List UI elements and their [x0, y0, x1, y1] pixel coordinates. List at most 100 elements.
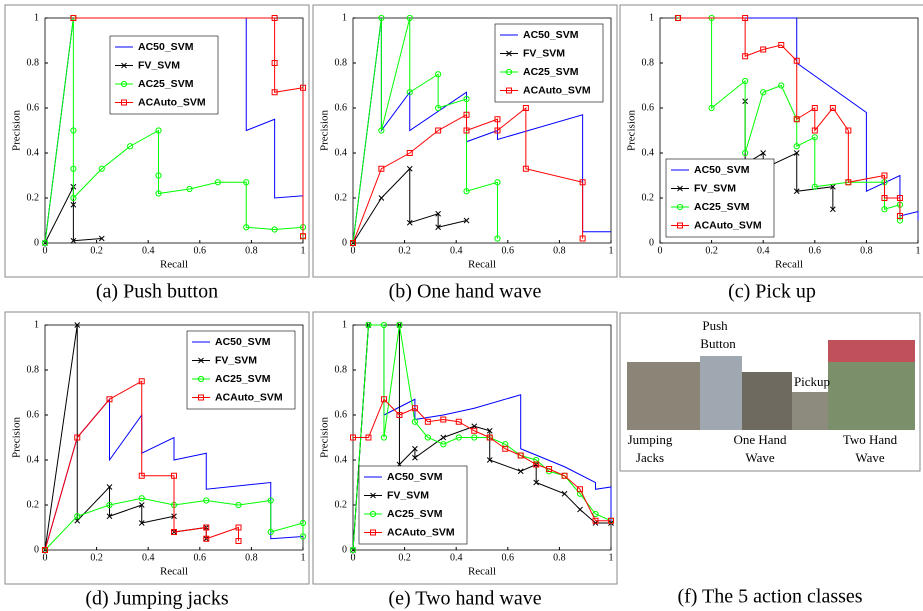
marker: [70, 201, 77, 208]
marker: [506, 50, 512, 57]
x-tick-label: 0.6: [194, 552, 207, 563]
marker: [396, 412, 403, 418]
y-tick-label: 0.4: [335, 454, 348, 465]
x-tick-label: 0.8: [553, 245, 566, 256]
x-tick-label: 1: [609, 245, 614, 256]
marker: [203, 535, 210, 542]
marker: [435, 210, 441, 217]
marker: [881, 206, 888, 213]
marker: [533, 461, 540, 468]
marker: [300, 84, 306, 91]
x-axis-label: Recall: [775, 259, 803, 271]
marker: [412, 445, 418, 452]
x-tick-label: 0.2: [705, 245, 718, 256]
marker: [471, 427, 478, 434]
x-axis-label: Recall: [468, 259, 496, 271]
x-tick-label: 0.8: [245, 245, 258, 256]
y-tick-label: 0.2: [27, 192, 40, 203]
marker: [406, 150, 413, 156]
marker: [378, 14, 385, 22]
y-tick-label: 0.8: [335, 364, 348, 375]
marker: [577, 486, 584, 493]
x-axis-label: Recall: [160, 566, 188, 578]
marker: [214, 179, 221, 186]
legend-label: FV_SVM: [138, 59, 180, 71]
marker: [370, 529, 376, 536]
marker: [106, 484, 113, 490]
caption: (e) Two hand wave: [388, 588, 541, 610]
caption: (d) Jumping jacks: [85, 588, 229, 610]
legend-box: [358, 465, 468, 545]
marker: [243, 224, 250, 231]
image-label: Push: [702, 318, 728, 333]
y-tick-label: 0.2: [27, 499, 40, 510]
marker: [138, 502, 145, 508]
legend-label: AC50_SVM: [523, 29, 579, 41]
image-label: Button: [700, 336, 736, 351]
y-tick-label: 0.6: [335, 409, 348, 420]
y-tick-label: 0.8: [335, 57, 348, 68]
marker: [676, 203, 684, 211]
x-tick-label: 0.4: [757, 245, 770, 256]
marker: [74, 517, 81, 524]
marker: [811, 134, 818, 141]
marker: [235, 538, 242, 544]
y-axis-label: Precision: [11, 417, 23, 458]
marker: [365, 434, 372, 441]
photo: [792, 392, 828, 430]
marker: [435, 224, 441, 231]
marker: [380, 434, 388, 441]
x-tick-label: 0: [43, 245, 48, 256]
marker: [121, 62, 127, 69]
y-tick-label: 0: [649, 237, 654, 248]
marker: [471, 434, 478, 441]
marker: [70, 194, 77, 202]
y-axis-label: Precision: [319, 110, 331, 151]
marker: [440, 416, 447, 423]
marker: [494, 127, 501, 134]
image-label: Pickup: [794, 374, 830, 389]
marker: [463, 188, 470, 195]
marker: [299, 533, 307, 540]
marker: [494, 116, 501, 123]
marker: [760, 89, 767, 96]
marker: [138, 520, 145, 526]
y-tick-label: 0.4: [335, 147, 348, 158]
y-tick-label: 0.8: [642, 57, 655, 68]
x-tick-label: 0: [43, 552, 48, 563]
panel-frame: [619, 312, 921, 472]
legend-label: AC25_SVM: [694, 201, 750, 213]
marker: [235, 501, 242, 509]
marker: [70, 165, 77, 172]
marker: [186, 185, 193, 193]
marker: [793, 150, 800, 156]
marker: [267, 497, 274, 504]
y-tick-label: 0.2: [335, 499, 348, 510]
y-axis-label: Precision: [319, 417, 331, 458]
caption: (a) Push button: [96, 281, 218, 303]
marker: [486, 457, 493, 463]
marker: [455, 418, 462, 425]
marker: [502, 441, 509, 448]
legend-label: AC50_SVM: [215, 336, 271, 348]
marker: [592, 510, 599, 518]
marker: [517, 452, 524, 459]
marker: [793, 57, 800, 64]
legend-label: FV_SVM: [215, 354, 257, 366]
marker: [350, 240, 356, 246]
marker: [829, 105, 836, 111]
marker: [378, 195, 385, 201]
y-tick-label: 0: [34, 544, 39, 555]
legend-box: [109, 35, 219, 115]
marker: [106, 513, 113, 520]
marker: [881, 195, 888, 201]
legend-label: AC50_SVM: [694, 164, 750, 176]
marker: [203, 524, 210, 531]
marker: [74, 434, 81, 441]
marker: [455, 434, 462, 441]
x-tick-label: 0.6: [194, 245, 207, 256]
y-tick-label: 0: [34, 237, 39, 248]
x-tick-label: 0.6: [502, 245, 515, 256]
marker: [494, 235, 501, 242]
marker: [396, 321, 403, 329]
